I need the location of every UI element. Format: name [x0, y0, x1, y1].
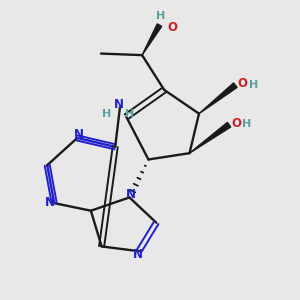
Polygon shape	[142, 24, 162, 55]
Text: N: N	[113, 98, 123, 111]
Text: H: H	[242, 119, 252, 129]
Text: O: O	[237, 77, 247, 90]
Text: O: O	[167, 21, 177, 34]
Text: H: H	[249, 80, 258, 89]
Text: N: N	[74, 128, 83, 141]
Text: H: H	[156, 11, 166, 21]
Text: N: N	[126, 188, 136, 201]
Text: O: O	[231, 117, 241, 130]
Text: N: N	[44, 196, 55, 209]
Text: H: H	[125, 109, 135, 119]
Text: H: H	[102, 109, 111, 119]
Polygon shape	[190, 122, 231, 153]
Polygon shape	[199, 83, 237, 114]
Text: N: N	[133, 248, 143, 261]
